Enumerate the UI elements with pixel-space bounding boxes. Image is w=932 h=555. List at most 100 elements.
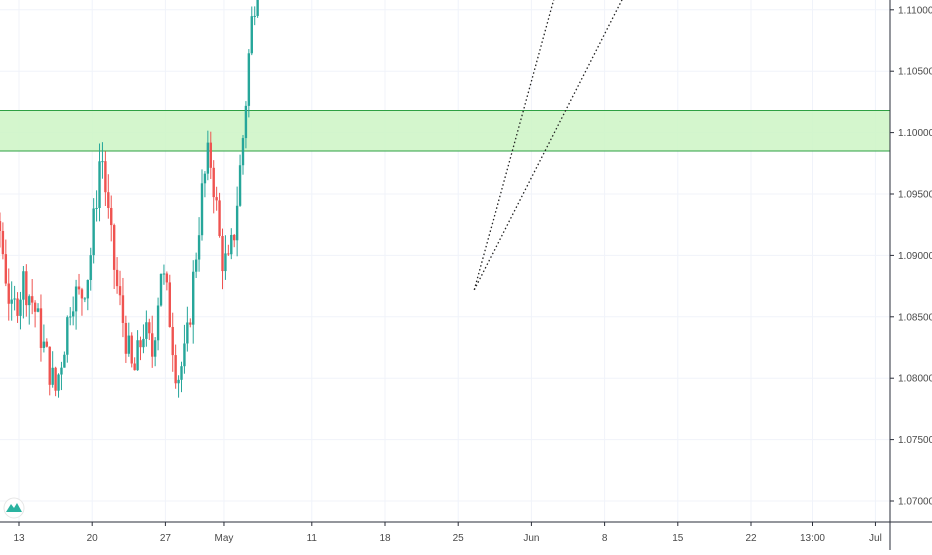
candle-body (115, 269, 119, 287)
x-tick-label: 13:00 (800, 533, 825, 544)
candle-body (244, 105, 248, 139)
mountain-icon (6, 503, 22, 512)
y-tick-label: 1.09500 (898, 190, 932, 201)
candle-body (203, 173, 207, 184)
candle-body (74, 286, 78, 312)
candle-body (1, 230, 5, 255)
candle-body (104, 161, 107, 193)
y-tick-label: 1.10500 (898, 67, 932, 78)
candle-body (19, 299, 22, 316)
candle-body (22, 271, 25, 300)
candle-body (54, 367, 57, 391)
candle-body (139, 340, 142, 348)
candle-body (192, 271, 195, 325)
candle-body (92, 208, 95, 256)
candle-body (145, 322, 148, 339)
candle-body (194, 259, 198, 272)
candle-body (42, 341, 46, 348)
x-tick-label: 18 (379, 533, 391, 544)
candle-body (177, 379, 180, 384)
candle-body (48, 346, 51, 385)
x-tick-label: 11 (307, 533, 318, 544)
candles (0, 0, 259, 398)
candle-body (39, 308, 43, 348)
candle-body (89, 255, 92, 281)
x-tick-label: 25 (453, 533, 465, 544)
trendlines (473, 0, 623, 291)
candle-body (183, 343, 186, 367)
candle-body (174, 355, 177, 384)
candle-body (156, 305, 160, 341)
candle-body (98, 161, 101, 208)
candle-body (224, 253, 227, 272)
candle-body (159, 273, 163, 306)
candle-body (45, 341, 49, 347)
candle-body (69, 316, 72, 318)
candle-body (33, 302, 37, 312)
y-tick-label: 1.09000 (898, 251, 932, 262)
candle-body (162, 273, 166, 275)
candle-body (110, 207, 113, 226)
candle-body (124, 322, 128, 354)
candle-body (247, 53, 251, 106)
candle-body (212, 167, 215, 198)
y-tick-label: 1.07000 (898, 497, 932, 508)
candle-body (227, 253, 230, 255)
candle-body (107, 192, 110, 208)
candle-body (200, 183, 204, 236)
candle-body (112, 225, 116, 270)
x-tick-label: 22 (745, 533, 757, 544)
candle-body (30, 296, 34, 303)
candle-body (95, 207, 98, 209)
support-zone (0, 110, 890, 152)
y-tick-label: 1.11000 (898, 5, 932, 16)
y-tick-label: 1.07500 (898, 435, 932, 446)
candle-body (83, 298, 87, 300)
candle-body (189, 322, 192, 325)
candle-body (215, 197, 218, 201)
candle-body (221, 235, 224, 272)
candle-body (218, 200, 221, 236)
y-tick-label: 1.08000 (898, 374, 932, 385)
candle-body (256, 0, 259, 16)
candle-body (80, 289, 84, 299)
candle-body (16, 298, 19, 316)
candle-body (77, 286, 81, 290)
x-tick-label: 27 (160, 533, 172, 544)
candle-body (153, 340, 157, 357)
x-tick-label: 13 (13, 533, 25, 544)
x-tick-label: 8 (602, 533, 608, 544)
candle-body (180, 366, 183, 380)
candle-body (86, 280, 90, 299)
candle-body (121, 295, 125, 323)
candle-body (118, 286, 122, 296)
candle-body (60, 367, 63, 375)
candle-body (253, 15, 256, 17)
candle-body (63, 354, 66, 368)
candle-body (250, 16, 253, 54)
candle-body (230, 234, 233, 255)
steep-uptrend-line (473, 0, 555, 290)
candle-body (28, 296, 31, 306)
candle-body (13, 298, 16, 300)
candle-body (233, 234, 236, 241)
candle-body (165, 273, 169, 283)
x-tick-label: Jun (523, 533, 539, 544)
candle-body (197, 235, 201, 260)
y-tick-label: 1.08500 (898, 312, 932, 323)
candle-body (148, 322, 151, 334)
candle-body (241, 138, 245, 166)
candle-body (57, 374, 60, 391)
gridlines (0, 0, 890, 522)
candle-body (101, 161, 104, 163)
candle-body (133, 363, 136, 371)
candle-body (0, 221, 2, 231)
candle-body (238, 165, 242, 206)
candle-body (36, 308, 40, 312)
y-tick-label: 1.10000 (898, 128, 932, 139)
candle-body (130, 335, 133, 364)
candle-body (4, 254, 8, 284)
candle-body (142, 338, 145, 348)
